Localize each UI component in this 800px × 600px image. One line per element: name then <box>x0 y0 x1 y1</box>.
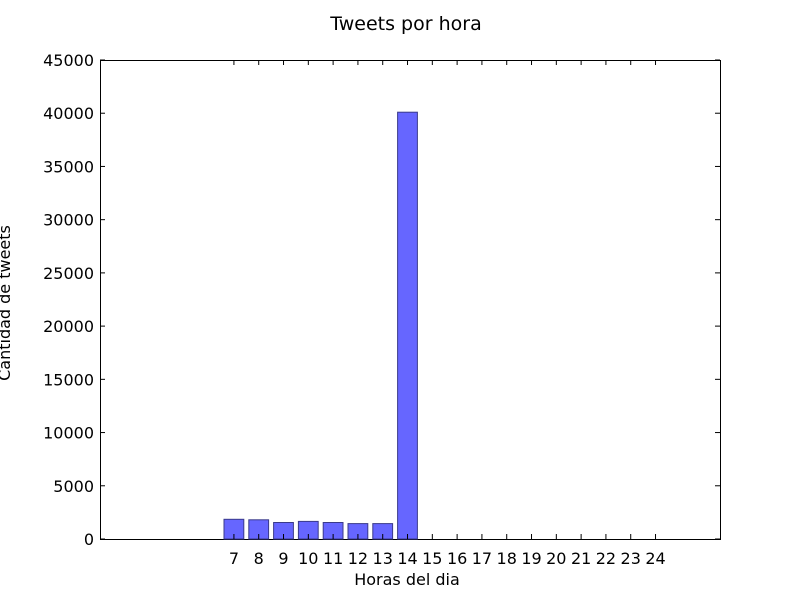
x-tick-label-19: 19 <box>521 549 541 568</box>
x-axis-label: Horas del dia <box>354 570 460 589</box>
y-tick-label-5000: 5000 <box>53 477 94 496</box>
plot-frame <box>100 60 721 540</box>
x-tick-label-8: 8 <box>254 549 264 568</box>
y-axis-ticks: 0 5000 10000 15000 20000 25000 30000 35000 40000… <box>43 51 720 549</box>
y-tick-label-40000: 40000 <box>43 104 94 123</box>
y-tick-label-45000: 45000 <box>43 51 94 70</box>
y-tick-label-20000: 20000 <box>43 317 94 336</box>
x-tick-label-7: 7 <box>229 549 239 568</box>
y-tick-label-35000: 35000 <box>43 157 94 176</box>
x-tick-label-24: 24 <box>645 549 665 568</box>
x-axis-ticks: 7 8 9 10 11 12 13 14 15 16 17 18 19 20 21 22 23 24 <box>229 60 666 568</box>
y-tick-label-15000: 15000 <box>43 370 94 389</box>
y-axis-label: Cantidad de tweets <box>0 225 14 381</box>
x-tick-label-22: 22 <box>596 549 616 568</box>
x-tick-label-12: 12 <box>348 549 368 568</box>
x-tick-label-23: 23 <box>621 549 641 568</box>
x-tick-label-18: 18 <box>497 549 517 568</box>
x-tick-label-21: 21 <box>571 549 591 568</box>
y-tick-label-30000: 30000 <box>43 211 94 230</box>
x-tick-label-10: 10 <box>298 549 318 568</box>
y-tick-label-25000: 25000 <box>43 264 94 283</box>
x-tick-label-17: 17 <box>472 549 492 568</box>
chart-title: Tweets por hora <box>329 13 481 35</box>
bar-14 <box>397 111 418 540</box>
x-tick-label-20: 20 <box>546 549 566 568</box>
x-tick-label-15: 15 <box>422 549 442 568</box>
x-tick-label-16: 16 <box>447 549 467 568</box>
bars-group <box>223 111 418 540</box>
x-tick-label-11: 11 <box>323 549 343 568</box>
x-tick-label-9: 9 <box>278 549 288 568</box>
x-tick-label-14: 14 <box>397 549 417 568</box>
plot-area <box>100 60 721 540</box>
x-tick-label-13: 13 <box>373 549 393 568</box>
y-tick-label-10000: 10000 <box>43 424 94 443</box>
y-tick-label-0: 0 <box>84 530 94 549</box>
